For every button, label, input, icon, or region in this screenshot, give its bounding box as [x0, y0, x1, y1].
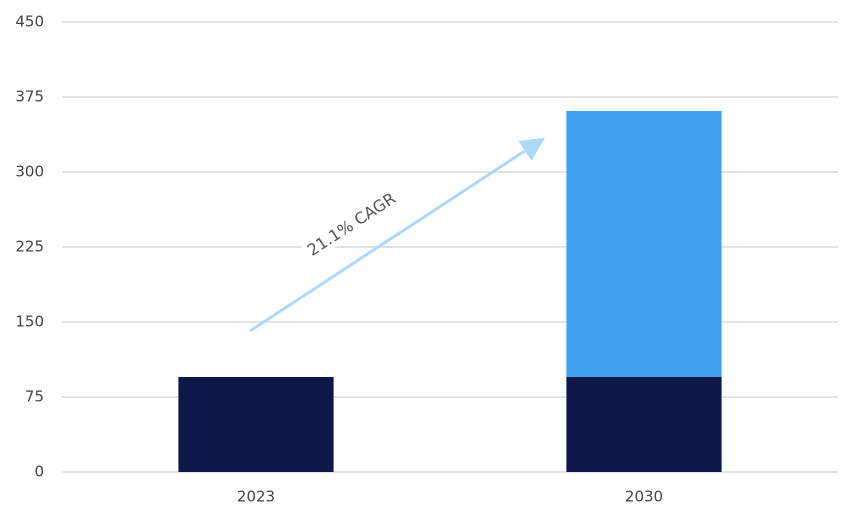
- y-tick-label: 375: [15, 88, 44, 106]
- bars: [178, 111, 722, 472]
- y-tick-label: 150: [15, 313, 44, 331]
- y-tick-label: 0: [34, 463, 44, 481]
- y-tick-label: 75: [25, 388, 44, 406]
- bar-segment: [178, 377, 334, 472]
- x-tick-label: 2023: [237, 488, 275, 506]
- cagr-label: 21.1% CAGR: [304, 189, 399, 260]
- bar-segment: [566, 377, 722, 472]
- cagr-arrow: [249, 137, 546, 333]
- y-tick-label: 300: [15, 163, 44, 181]
- bar-segment: [566, 111, 722, 377]
- y-tick-label: 225: [15, 238, 44, 256]
- x-tick-label: 2030: [625, 488, 663, 506]
- y-tick-label: 450: [15, 13, 44, 31]
